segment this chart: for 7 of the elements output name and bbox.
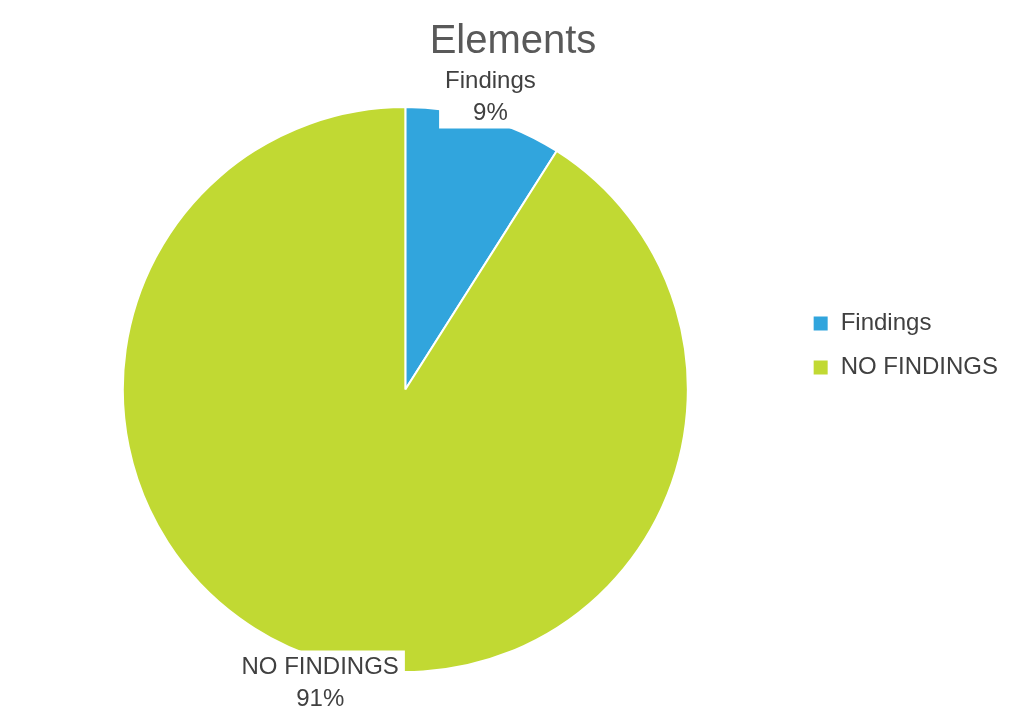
slice-label: NO FINDINGS [241,652,399,680]
slice-label: Findings [445,66,536,94]
data-label: 9% [473,98,508,126]
legend-label: NO FINDINGS [840,352,999,380]
legend-label: Findings [840,308,932,336]
data-label: 91% [296,684,345,712]
chart-title: Elements [429,17,597,62]
